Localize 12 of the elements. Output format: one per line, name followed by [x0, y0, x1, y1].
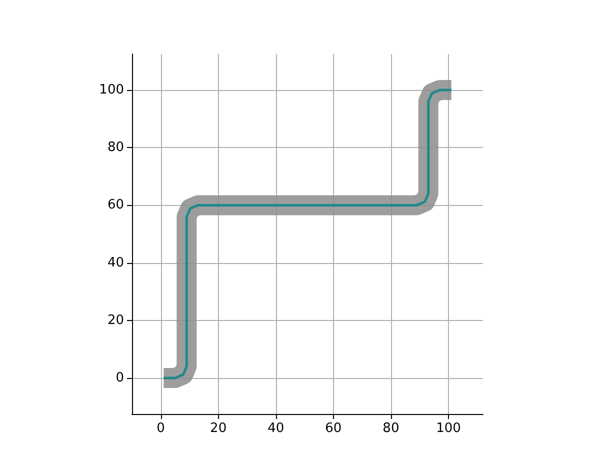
x-tick-label: 100 [436, 421, 461, 436]
x-tick-label: 60 [325, 421, 342, 436]
x-tick-label: 0 [156, 421, 165, 436]
x-tick-label: 20 [210, 421, 227, 436]
y-tick-label: 20 [107, 312, 124, 328]
x-tick-label: 80 [382, 421, 400, 436]
y-tick-label: 80 [107, 140, 124, 156]
y-tick-label: 0 [116, 370, 124, 386]
x-tick-label: 40 [268, 421, 284, 436]
y-tick-label: 60 [107, 198, 124, 213]
y-tick-label: 40 [107, 255, 124, 270]
y-tick-label: 100 [99, 82, 124, 98]
